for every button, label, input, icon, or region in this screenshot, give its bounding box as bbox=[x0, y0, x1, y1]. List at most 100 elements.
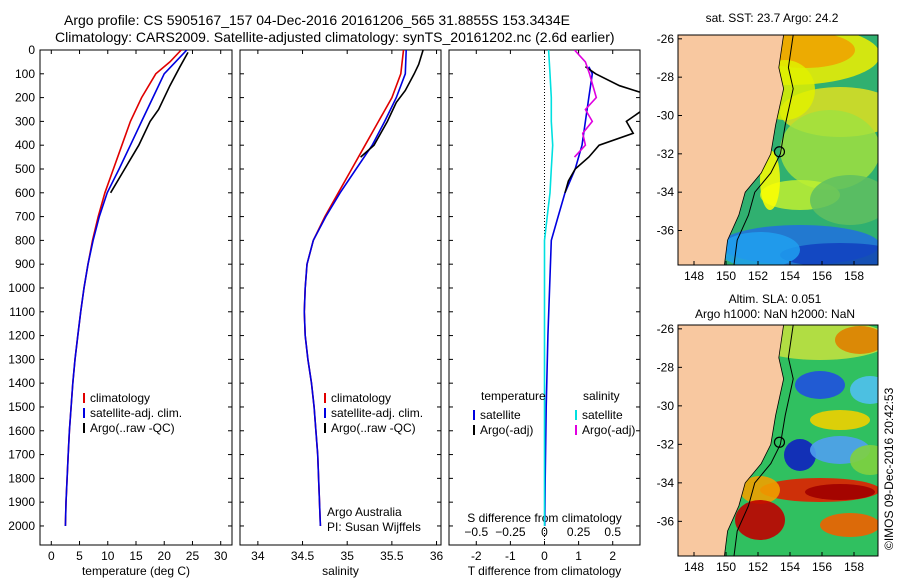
difference-xtick-label: -2 bbox=[471, 549, 482, 563]
salinity-diff-tick-label: 0 bbox=[541, 525, 548, 539]
diff-legend-label: satellite bbox=[582, 408, 623, 422]
depth-tick-label: 0 bbox=[28, 43, 35, 57]
diff-legend-label: satellite bbox=[480, 408, 521, 422]
depth-tick-label: 1400 bbox=[8, 376, 35, 390]
sst-blob bbox=[780, 110, 878, 190]
depth-tick-label: 600 bbox=[15, 186, 35, 200]
difference-xlabel: T difference from climatology bbox=[468, 564, 622, 578]
temperature-xtick-label: 30 bbox=[214, 549, 228, 563]
sst-blob bbox=[720, 232, 800, 265]
depth-tick-label: 900 bbox=[15, 257, 35, 271]
legend-header-salinity: salinity bbox=[583, 389, 620, 403]
sla-map-field bbox=[678, 325, 878, 556]
sla-blob bbox=[810, 410, 870, 430]
temperature-panel: 0100200300400500600700800900100011001200… bbox=[8, 43, 233, 578]
sla-map-xtick-label: 158 bbox=[844, 560, 864, 574]
sla-map-frame bbox=[677, 324, 879, 557]
temperature-xtick-label: 5 bbox=[76, 549, 83, 563]
salinity-legend-label: climatology bbox=[331, 391, 391, 405]
depth-tick-label: 400 bbox=[15, 138, 35, 152]
salinity-xtick-label: 35.5 bbox=[380, 549, 404, 563]
depth-tick-label: 1100 bbox=[9, 305, 35, 319]
diff-legend-label: Argo(-adj) bbox=[582, 423, 635, 437]
sla-map: 148 150 152 154 156 158 -26 -28 -30 -32 -34 -36 bbox=[657, 322, 879, 574]
depth-tick-label: 800 bbox=[15, 233, 35, 247]
difference-xtick-label: -1 bbox=[505, 549, 516, 563]
sst-map-field bbox=[678, 35, 878, 265]
temperature-xtick-label: 0 bbox=[48, 549, 55, 563]
sla-blob bbox=[784, 439, 816, 471]
temperature-frame bbox=[39, 49, 233, 546]
shelf-contour bbox=[733, 325, 794, 556]
coastline bbox=[724, 35, 785, 265]
sla-map-ytick-label: -28 bbox=[657, 360, 675, 374]
salinity-legend-label: satellite-adj. clim. bbox=[331, 406, 423, 420]
temperature-line-black bbox=[109, 52, 189, 194]
depth-tick-label: 700 bbox=[15, 210, 35, 224]
salinity-diff-tick-label: 0.25 bbox=[567, 525, 591, 539]
sla-map-xtick-label: 156 bbox=[812, 560, 832, 574]
salinity-xtick-label: 36 bbox=[430, 549, 444, 563]
coastline bbox=[724, 325, 785, 556]
sla-blob bbox=[795, 371, 845, 399]
legend-header-temperature: temperature bbox=[481, 389, 546, 403]
sst-map-ytick-label: -28 bbox=[657, 70, 675, 84]
sla-blob bbox=[850, 445, 878, 475]
sla-blob bbox=[735, 500, 785, 540]
sst-map-xtick-label: 152 bbox=[748, 269, 768, 283]
difference-xtick-label: 2 bbox=[609, 549, 616, 563]
salinity-xtick-label: 34.5 bbox=[291, 549, 315, 563]
diff-legend-label: Argo(-adj) bbox=[480, 423, 533, 437]
temperature-line-blue bbox=[64, 50, 188, 527]
depth-tick-label: 1900 bbox=[8, 495, 35, 509]
sst-map-xtick-label: 150 bbox=[716, 269, 736, 283]
difference-line-cyan bbox=[543, 50, 554, 526]
sla-map-ytick-label: -34 bbox=[657, 476, 675, 490]
salinity-legend-label: Argo(..raw -QC) bbox=[331, 421, 416, 435]
imos-credit: ©IMOS 09-Dec-2016 20:42:53 bbox=[882, 387, 896, 550]
sla-map-xtick-label: 152 bbox=[748, 560, 768, 574]
difference-line-black bbox=[564, 66, 640, 194]
sla-map-ytick-label: -30 bbox=[657, 399, 675, 413]
sst-map-title: sat. SST: 23.7 Argo: 24.2 bbox=[706, 11, 839, 25]
salinity-xtick-label: 34 bbox=[251, 549, 265, 563]
argo-position-marker bbox=[773, 146, 786, 158]
sst-blob bbox=[780, 243, 878, 265]
depth-tick-label: 1500 bbox=[8, 400, 35, 414]
temperature-xtick-label: 20 bbox=[158, 549, 172, 563]
depth-tick-label: 500 bbox=[15, 162, 35, 176]
salinity-xlabel: salinity bbox=[322, 564, 359, 578]
temperature-legend-label: climatology bbox=[90, 391, 150, 405]
sst-map-frame bbox=[677, 34, 879, 266]
salinity-frame bbox=[239, 49, 442, 546]
sst-map-xtick-label: 156 bbox=[812, 269, 832, 283]
sst-map: 148 150 152 154 156 158 -26 -28 -30 -32 -34 -36 bbox=[657, 32, 879, 283]
temperature-series bbox=[64, 50, 189, 527]
sla-map-title: Altim. SLA: 0.051 bbox=[729, 292, 822, 306]
title-line-2: Climatology: CARS2009. Satellite-adjuste… bbox=[55, 29, 615, 45]
sla-map-subtitle: Argo h1000: NaN h2000: NaN bbox=[695, 307, 855, 321]
temperature-xtick-label: 25 bbox=[186, 549, 200, 563]
sla-blob bbox=[740, 476, 780, 504]
sst-map-ytick-label: -36 bbox=[657, 224, 675, 238]
difference-line-blue bbox=[544, 66, 594, 527]
difference-panel: -2 -1 0 1 2T difference from climatology −0.5… bbox=[448, 49, 641, 578]
salinity-diff-tick-label: −0.5 bbox=[464, 525, 488, 539]
depth-tick-label: 1800 bbox=[8, 471, 35, 485]
sst-map-ytick-label: -30 bbox=[657, 109, 675, 123]
sst-map-ytick-label: -32 bbox=[657, 147, 675, 161]
sla-blob bbox=[805, 484, 875, 500]
difference-series bbox=[543, 50, 640, 527]
difference-xtick-label: 1 bbox=[575, 549, 582, 563]
salinity-diff-tick-label: 0.5 bbox=[604, 525, 621, 539]
sst-map-xtick-label: 158 bbox=[844, 269, 864, 283]
sst-map-xtick-label: 154 bbox=[780, 269, 800, 283]
depth-tick-label: 1300 bbox=[8, 352, 35, 366]
sla-map-xtick-label: 150 bbox=[716, 560, 736, 574]
sla-blob bbox=[850, 376, 878, 404]
depth-tick-label: 200 bbox=[15, 91, 35, 105]
temperature-xtick-label: 10 bbox=[101, 549, 115, 563]
land bbox=[678, 325, 784, 556]
depth-tick-label: 1000 bbox=[8, 281, 35, 295]
